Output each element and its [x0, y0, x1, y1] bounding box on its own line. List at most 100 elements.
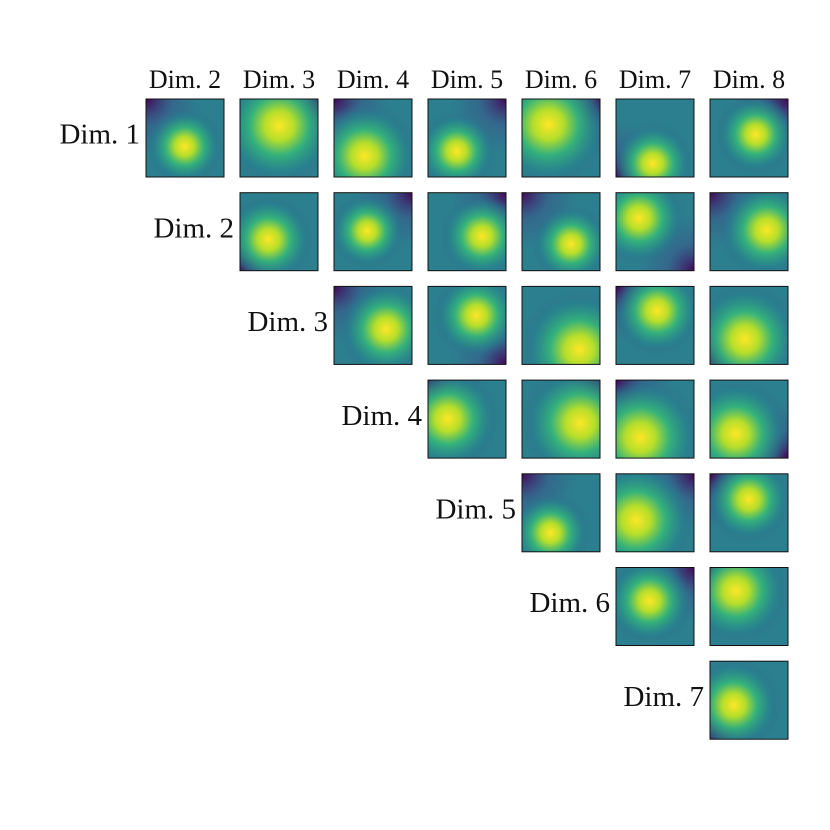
panel-frame — [521, 285, 601, 365]
panel-heat — [616, 473, 694, 552]
row-label: Dim. 5 — [435, 493, 516, 525]
panel-frame — [615, 192, 695, 272]
column-label: Dim. 4 — [337, 65, 409, 94]
panel-heat — [428, 380, 506, 459]
panel-frame — [521, 98, 601, 178]
panel-heat — [146, 99, 224, 177]
panel-frame — [521, 379, 601, 459]
panel-heat — [616, 567, 694, 646]
heatmap-panel — [521, 473, 601, 553]
column-label: Dim. 7 — [619, 65, 691, 94]
heatmap-panel — [145, 98, 225, 178]
panel-frame — [521, 473, 601, 553]
panel-frame — [239, 98, 319, 178]
panel-frame — [333, 285, 413, 365]
heatmap-panel — [615, 98, 695, 178]
heatmap-panel — [427, 379, 507, 459]
heatmap-panel — [709, 473, 789, 553]
row-label: Dim. 2 — [153, 212, 234, 244]
panel-heat — [240, 192, 318, 271]
heatmap-panel — [427, 285, 507, 365]
heatmap-panel — [709, 98, 789, 178]
heatmap-panel — [709, 192, 789, 272]
heatmap-panel — [615, 192, 695, 272]
panel-heat — [710, 192, 788, 271]
panel-frame — [709, 660, 789, 740]
panel-heat — [710, 286, 788, 365]
panel-heat — [522, 99, 600, 177]
panel-heat — [428, 286, 506, 365]
panel-frame — [333, 192, 413, 272]
panel-frame — [239, 192, 319, 272]
heatmap-panel — [427, 98, 507, 178]
heatmap-panel — [521, 192, 601, 272]
panel-heat — [522, 473, 600, 552]
panel-heat — [710, 567, 788, 646]
panel-frame — [615, 98, 695, 178]
heatmap-panel — [615, 567, 695, 646]
heatmap-panel — [521, 379, 601, 459]
heatmap-panel — [615, 285, 695, 365]
heatmap-panel — [615, 379, 695, 459]
panel-heat — [616, 286, 694, 365]
panel-frame — [427, 98, 507, 178]
row-label: Dim. 3 — [247, 306, 328, 338]
panel-heat — [334, 286, 412, 365]
heatmap-panel — [239, 98, 319, 178]
heatmap-panel — [239, 192, 319, 272]
column-label: Dim. 3 — [243, 65, 315, 94]
panel-frame — [709, 285, 789, 365]
panel-frame — [427, 192, 507, 272]
row-label: Dim. 6 — [529, 587, 610, 619]
heatmap-panel — [709, 660, 789, 740]
heatmap-panel — [615, 473, 695, 553]
panel-heat — [522, 380, 600, 459]
panel-heat — [616, 99, 694, 177]
column-label: Dim. 6 — [525, 65, 597, 94]
heatmap-panel — [709, 379, 789, 459]
heatmap-panel — [521, 98, 601, 178]
heatmap-panel — [333, 98, 413, 178]
heatmap-panel — [427, 192, 507, 272]
heatmap-panel — [709, 567, 789, 646]
panel-heat — [522, 286, 600, 365]
row-label: Dim. 7 — [623, 681, 704, 713]
panel-frame — [709, 567, 789, 646]
panel-heat — [522, 192, 600, 271]
panel-heat — [240, 99, 318, 177]
panel-frame — [333, 98, 413, 178]
panel-frame — [615, 285, 695, 365]
column-label: Dim. 5 — [431, 65, 503, 94]
panel-frame — [427, 285, 507, 365]
panel-frame — [615, 567, 695, 646]
panel-heat — [616, 192, 694, 271]
panel-heat — [710, 99, 788, 177]
column-label: Dim. 8 — [713, 65, 785, 94]
panel-heat — [334, 99, 412, 177]
panel-frame — [709, 379, 789, 459]
row-label: Dim. 1 — [59, 119, 140, 151]
panel-frame — [709, 473, 789, 553]
column-label: Dim. 2 — [149, 65, 221, 94]
heatmap-panel — [333, 285, 413, 365]
heatmap-panel — [521, 285, 601, 365]
panel-frame — [709, 192, 789, 272]
panel-heat — [334, 192, 412, 271]
heatmap-panel — [333, 192, 413, 272]
panel-heat — [710, 473, 788, 552]
panel-frame — [615, 379, 695, 459]
panel-frame — [615, 473, 695, 553]
row-label: Dim. 4 — [341, 400, 422, 432]
panel-heat — [616, 380, 694, 459]
panel-heat — [710, 661, 788, 740]
panel-frame — [427, 379, 507, 459]
panel-frame — [521, 192, 601, 272]
panel-heat — [710, 380, 788, 459]
panel-frame — [709, 98, 789, 178]
heatmap-panel — [709, 285, 789, 365]
panel-heat — [428, 192, 506, 271]
panel-frame — [145, 98, 225, 178]
panel-heat — [428, 99, 506, 177]
